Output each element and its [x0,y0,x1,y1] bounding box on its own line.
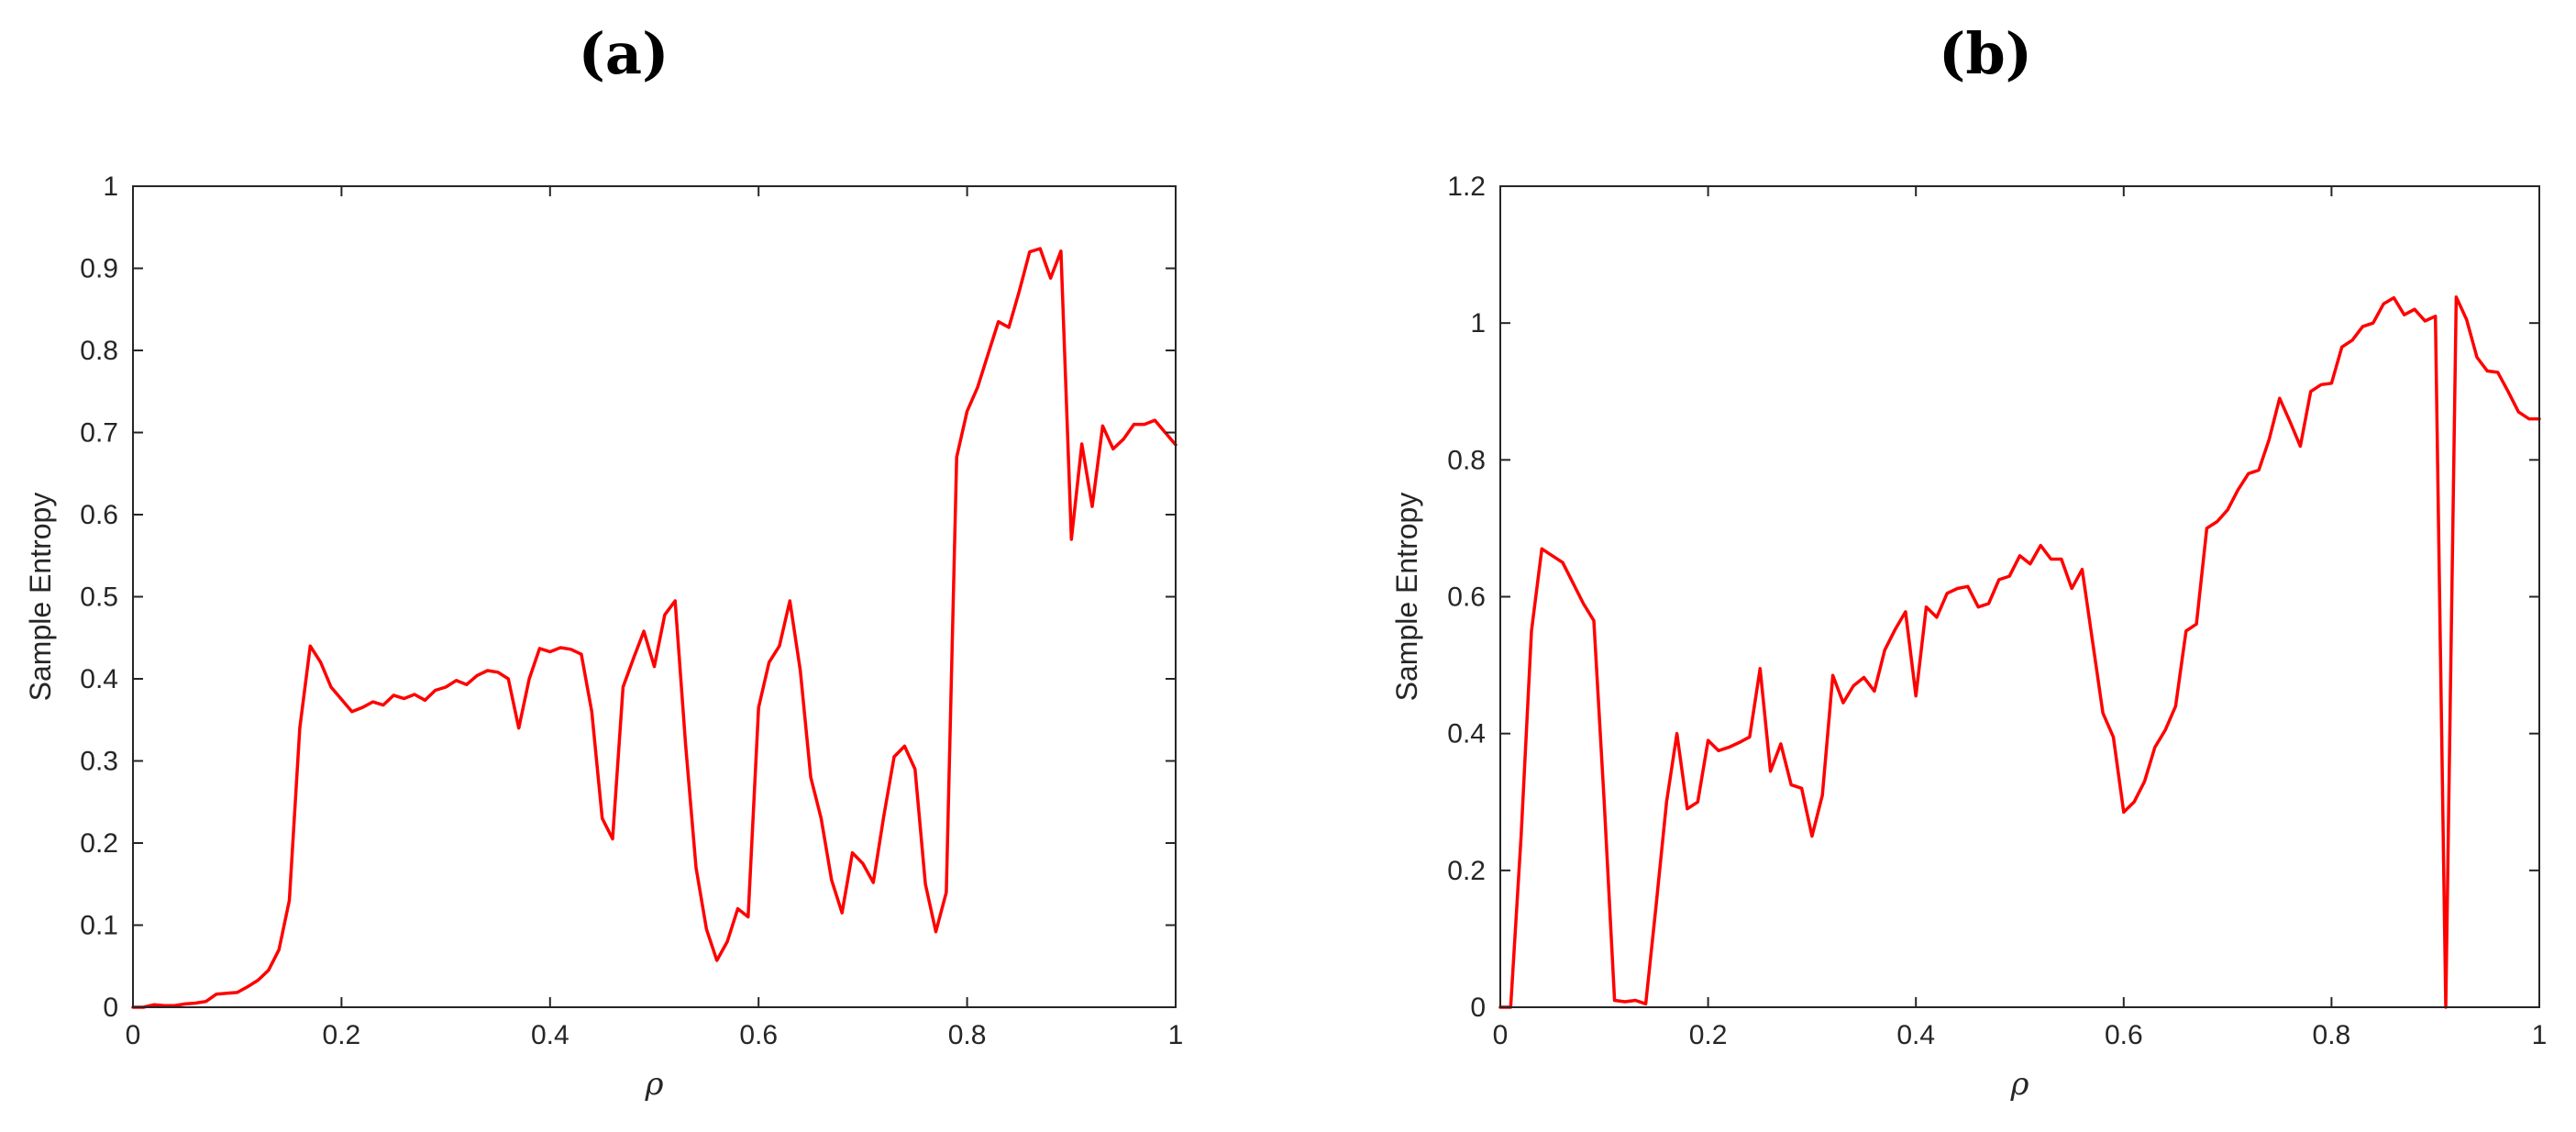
y-tick-label: 0.8 [1447,445,1486,475]
panel-a: (a) 0 0.2 0.4 0.6 0.8 1 0 0.1 0.2 0.3 0.4 0.5 0.6 0.7 0… [24,20,1183,1103]
y-tick-label: 0.6 [1447,583,1486,613]
y-axis-title: Sample Entropy [1390,493,1423,702]
x-tick-label: 1 [2532,1020,2548,1050]
y-tick-label: 0 [103,993,118,1023]
y-tick-label: 0.2 [80,828,118,859]
x-tick-label: 0.4 [531,1020,569,1050]
y-axis-title: Sample Entropy [24,493,57,702]
axes-frame [1499,185,2540,1008]
x-axis-title: ρ [645,1066,664,1103]
x-tick-label: 0.8 [948,1020,987,1050]
x-tick-label: 0.2 [1689,1020,1728,1050]
y-tick-label: 0.4 [1447,719,1486,749]
x-tick-label: 1 [1168,1020,1184,1050]
x-axis-title: ρ [2010,1066,2029,1103]
panel-b: (b) 0 0.2 0.4 0.6 0.8 1 0 0.2 0.4 0.6 0.8 1 1.2 ρ Sampl… [1390,20,2547,1103]
y-tick-label: 0.2 [1447,856,1486,886]
y-tick-label: 1.2 [1447,172,1486,202]
y-tick-label: 0.9 [80,254,118,284]
y-tick-label: 0 [1470,993,1486,1023]
y-tick-label: 0.8 [80,336,118,366]
x-tick-label: 0.8 [2313,1020,2351,1050]
y-tick-label: 1 [103,172,118,202]
x-tick-label: 0.4 [1896,1020,1935,1050]
y-tick-label: 0.1 [80,911,118,941]
x-tick-label: 0.2 [323,1020,361,1050]
x-tick-label: 0.6 [2105,1020,2143,1050]
x-tick-label: 0 [1493,1020,1509,1050]
x-tick-label: 0.6 [739,1020,778,1050]
panel-label: (a) [579,20,669,87]
series-line [131,247,1177,1009]
x-tick-label: 0 [126,1020,141,1050]
y-tick-label: 0.7 [80,418,118,449]
y-tick-label: 0.6 [80,500,118,530]
series-line [1498,295,2541,1009]
y-tick-label: 0.3 [80,747,118,777]
y-tick-label: 0.4 [80,664,118,694]
panel-label: (b) [1939,20,2032,87]
y-tick-label: 1 [1470,308,1486,338]
y-tick-label: 0.5 [80,583,118,613]
